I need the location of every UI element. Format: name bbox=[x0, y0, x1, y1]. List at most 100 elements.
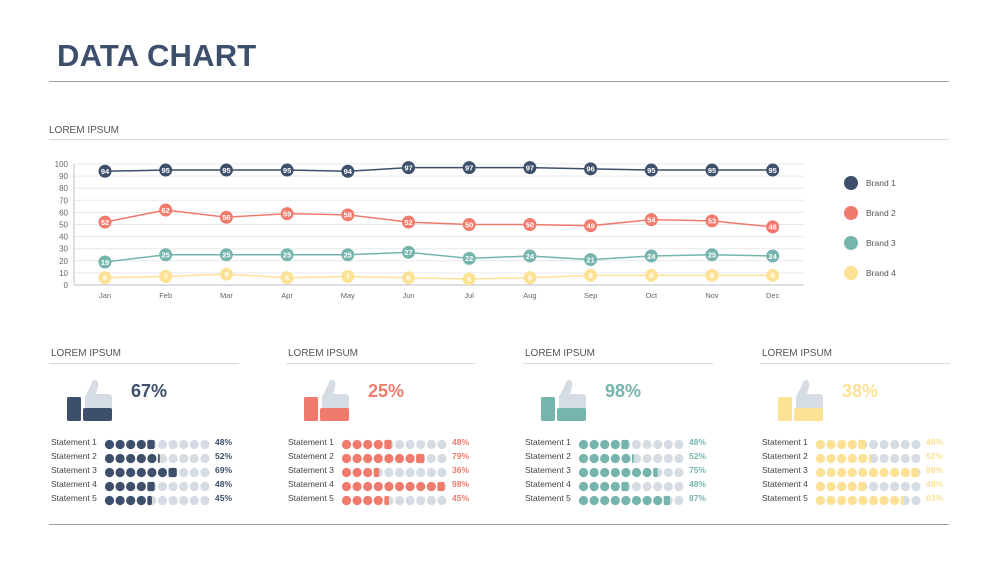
dot-filled bbox=[373, 481, 383, 492]
dot-rating bbox=[104, 453, 210, 464]
dot-filled bbox=[405, 453, 415, 464]
dot-empty bbox=[900, 439, 910, 450]
dot-filled bbox=[373, 439, 383, 450]
dot-filled bbox=[826, 495, 836, 506]
statement-value: 45% bbox=[452, 493, 470, 503]
statement-label: Statement 4 bbox=[288, 479, 334, 489]
dot-filled bbox=[373, 495, 383, 506]
statement-value: 48% bbox=[926, 479, 944, 489]
statement-panel-3: LOREM IPSUM 98% Statement 1 48% Statement 2 5… bbox=[523, 345, 723, 506]
data-label: 95 bbox=[162, 166, 170, 175]
statement-dots bbox=[104, 451, 212, 464]
data-point bbox=[219, 248, 233, 262]
dot-filled bbox=[115, 467, 125, 478]
dot-rating bbox=[815, 439, 921, 450]
dot-filled bbox=[363, 495, 373, 506]
dot-rating bbox=[104, 467, 210, 478]
dot-empty bbox=[437, 439, 447, 450]
data-point bbox=[462, 272, 476, 286]
dot-filled bbox=[815, 439, 826, 450]
data-point bbox=[219, 163, 233, 177]
statement-label: Statement 2 bbox=[288, 451, 334, 461]
data-label: 54 bbox=[647, 215, 656, 224]
statement-label: Statement 4 bbox=[525, 479, 571, 489]
dot-rating bbox=[341, 439, 447, 450]
legend-label: Brand 3 bbox=[866, 238, 896, 248]
dot-empty bbox=[157, 453, 168, 464]
data-label: 24 bbox=[769, 252, 778, 261]
data-point bbox=[766, 163, 780, 177]
dot-empty bbox=[168, 439, 178, 450]
statement-value: 52% bbox=[215, 451, 233, 461]
dot-filled bbox=[858, 481, 866, 492]
dot-empty bbox=[900, 453, 910, 464]
x-tick-label: Jan bbox=[99, 291, 111, 300]
dot-filled bbox=[653, 495, 663, 506]
data-point bbox=[402, 215, 415, 229]
thumb-cuff bbox=[67, 397, 81, 421]
dot-empty bbox=[168, 453, 178, 464]
dot-filled bbox=[341, 453, 352, 464]
y-tick-label: 20 bbox=[59, 257, 68, 266]
data-point bbox=[159, 248, 173, 262]
line-chart: 0 10 20 30 40 50 60 70 80 90 100 Jan Feb Mar Apr May Jun… bbox=[55, 160, 896, 300]
legend-swatch bbox=[844, 176, 858, 190]
dot-filled bbox=[642, 495, 652, 506]
data-point bbox=[280, 271, 294, 285]
dot-empty bbox=[189, 439, 199, 450]
dot-filled bbox=[341, 467, 352, 478]
data-label: 97 bbox=[526, 163, 534, 172]
dot-filled bbox=[352, 467, 362, 478]
statement-label: Statement 3 bbox=[51, 465, 97, 475]
data-point bbox=[523, 249, 537, 263]
x-tick-label: Nov bbox=[705, 291, 719, 300]
thumb-cuff bbox=[541, 397, 555, 421]
data-label: 97 bbox=[404, 163, 412, 172]
statement-value: 69% bbox=[215, 465, 233, 475]
dot-rating bbox=[815, 453, 921, 464]
thumbs-up-icon bbox=[67, 379, 112, 421]
dot-filled bbox=[373, 453, 383, 464]
dot-filled bbox=[837, 481, 847, 492]
statement-value: 52% bbox=[926, 451, 944, 461]
dot-empty bbox=[663, 481, 673, 492]
dot-filled bbox=[879, 495, 889, 506]
data-label: 6 bbox=[285, 274, 289, 283]
dot-filled bbox=[136, 481, 146, 492]
dot-rating bbox=[341, 467, 447, 478]
dot-filled bbox=[600, 439, 610, 450]
data-point bbox=[280, 163, 294, 177]
statement-row: Statement 3 69% bbox=[51, 464, 251, 478]
legend-swatch bbox=[844, 266, 858, 280]
dot-empty bbox=[384, 467, 394, 478]
dot-filled bbox=[837, 495, 847, 506]
dot-empty bbox=[642, 439, 652, 450]
dot-empty bbox=[674, 495, 684, 506]
statement-label: Statement 4 bbox=[51, 479, 97, 489]
dot-filled bbox=[837, 453, 847, 464]
dot-empty bbox=[168, 495, 178, 506]
dot-filled bbox=[663, 495, 671, 506]
data-point bbox=[766, 268, 780, 282]
series-line-brand-4 bbox=[104, 273, 773, 280]
statement-dots bbox=[815, 493, 923, 506]
dot-filled bbox=[578, 481, 589, 492]
panel-divider bbox=[523, 363, 713, 364]
data-label: 24 bbox=[526, 252, 535, 261]
statement-value: 87% bbox=[689, 493, 707, 503]
dot-filled bbox=[621, 467, 631, 478]
dot-filled bbox=[384, 439, 392, 450]
x-tick-label: Aug bbox=[523, 291, 536, 300]
dot-filled bbox=[815, 467, 826, 478]
data-label: 6 bbox=[528, 274, 532, 283]
panel-headline-percent: 98% bbox=[605, 381, 642, 401]
data-label: 50 bbox=[465, 220, 473, 229]
dot-filled bbox=[126, 481, 136, 492]
data-point bbox=[219, 210, 233, 224]
x-tick-label: Apr bbox=[281, 291, 293, 300]
dot-filled bbox=[589, 481, 599, 492]
dot-filled bbox=[847, 495, 857, 506]
dot-filled bbox=[589, 467, 599, 478]
dot-filled bbox=[847, 467, 857, 478]
statement-label: Statement 5 bbox=[525, 493, 571, 503]
